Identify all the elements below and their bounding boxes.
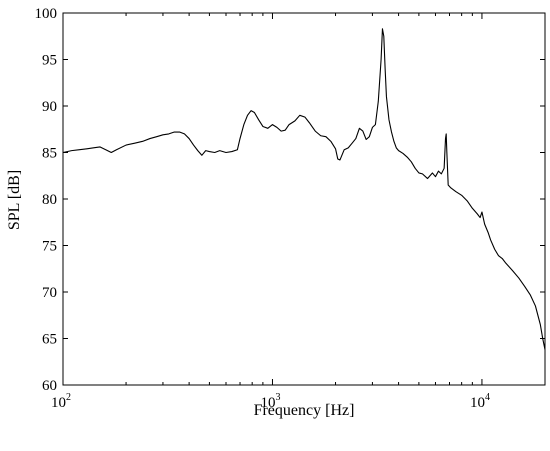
x-tick-label: 103 <box>260 392 280 411</box>
y-tick-label: 100 <box>35 6 58 22</box>
spl-series-line <box>62 28 546 350</box>
y-tick-label: 95 <box>42 53 57 69</box>
y-axis-label: SPL [dB] <box>6 170 23 230</box>
x-tick-label: 104 <box>470 392 490 411</box>
y-tick-label: 80 <box>42 192 57 208</box>
y-tick-label: 90 <box>42 99 57 115</box>
y-tick-label: 65 <box>42 332 57 348</box>
y-tick-label: 75 <box>42 239 57 255</box>
y-tick-label: 85 <box>42 146 57 162</box>
series-layer <box>62 28 546 350</box>
y-ticks: 60 65 70 75 80 85 90 95 100 <box>35 6 545 394</box>
y-tick-label: 60 <box>42 378 57 394</box>
y-tick-label: 70 <box>42 285 57 301</box>
plot-box <box>62 12 546 386</box>
plot-frame <box>62 12 546 386</box>
x-ticks: 102 103 104 <box>51 13 546 411</box>
x-tick-label: 102 <box>51 392 71 411</box>
x-axis-label: Frequency [Hz] <box>254 402 355 419</box>
